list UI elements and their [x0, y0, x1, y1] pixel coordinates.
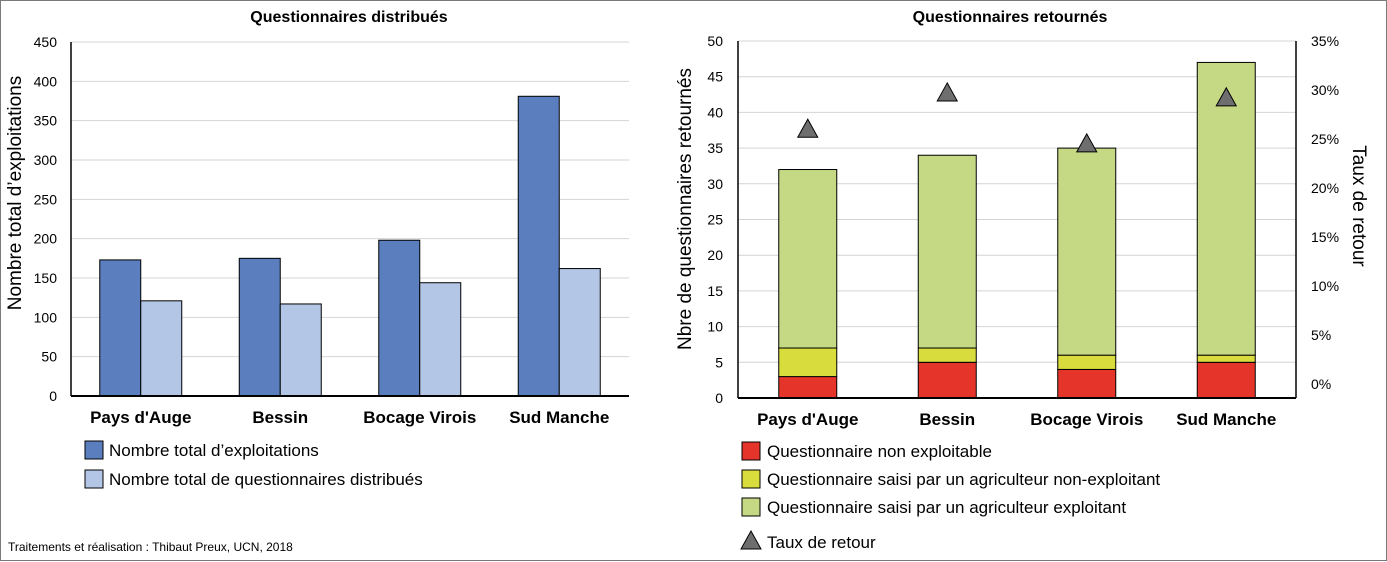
y-tick-label: 25 [707, 212, 723, 228]
chart-title: Questionnaires distribués [250, 9, 447, 26]
legend: Questionnaire non exploitable Questionnai… [740, 441, 1160, 552]
legend: Nombre total d’exploitations Nombre total… [84, 440, 423, 489]
axes [70, 42, 629, 397]
category-labels: Pays d'Auge Bessin Bocage Virois Sud Manche [90, 408, 609, 427]
category-labels: Pays d'Auge Bessin Bocage Virois Sud Manche [757, 410, 1276, 429]
rate-marker [1075, 132, 1098, 153]
bar-segment [778, 347, 838, 378]
y-tick-label: 0 [49, 388, 57, 404]
y-axis-label: Nbre de questionnaires retournés [675, 68, 696, 350]
legend-label: Questionnaire non exploitable [767, 442, 992, 461]
bar-segment [917, 347, 977, 363]
legend-label: Taux de retour [767, 533, 876, 552]
y-tick-labels: 0 5 10 15 20 25 30 35 40 45 50 [707, 33, 723, 406]
bar-segment [917, 154, 977, 349]
bar [378, 239, 421, 397]
legend-label: Nombre total de questionnaires distribué… [109, 470, 423, 489]
y2-tick-label: 30% [1311, 82, 1339, 98]
chart-title: Questionnaires retournés [913, 9, 1108, 26]
legend-swatch [741, 441, 761, 461]
y-tick-label: 350 [34, 113, 58, 129]
y-tick-label: 50 [41, 349, 57, 365]
y-tick-label: 450 [34, 34, 58, 50]
y-tick-label: 200 [34, 231, 58, 247]
rate-markers [796, 81, 1238, 153]
y2-tick-label: 15% [1311, 229, 1339, 245]
rate-marker [796, 118, 819, 138]
bar [558, 268, 601, 397]
y-tick-label: 15 [707, 283, 723, 299]
bar-segment [1057, 354, 1117, 370]
axes [737, 41, 1297, 399]
legend-swatch [84, 469, 104, 489]
y-tick-label: 35 [707, 140, 723, 156]
category-label: Pays d'Auge [90, 408, 191, 427]
legend-triangle-icon [740, 529, 762, 550]
bar [238, 257, 281, 397]
bar [517, 95, 560, 397]
y2-tick-label: 25% [1311, 131, 1339, 147]
bar [419, 282, 462, 397]
category-label: Sud Manche [509, 408, 609, 427]
y-tick-label: 400 [34, 73, 58, 89]
rate-marker [936, 81, 959, 102]
bar-segment [778, 376, 838, 399]
y2-tick-label: 5% [1311, 327, 1331, 343]
y-tick-label: 300 [34, 152, 58, 168]
y2-tick-label: 10% [1311, 278, 1339, 294]
bar [140, 300, 183, 397]
bar-segment [1196, 61, 1256, 356]
bar-segment [778, 169, 838, 349]
y2-axis-label: Taux de retour [1348, 145, 1369, 267]
category-label: Bessin [252, 408, 308, 427]
chart-returned: Questionnaires retournés 0 5 10 15 20 25 30 35 4… [675, 9, 1369, 552]
y2-tick-labels: 0% 5% 10% 15% 20% 25% 30% 35% [1311, 33, 1339, 392]
y-tick-label: 10 [707, 319, 723, 335]
category-label: Pays d'Auge [757, 410, 858, 429]
bar-segment [917, 361, 977, 399]
y-tick-label: 30 [707, 176, 723, 192]
legend-label: Questionnaire saisi par un agriculteur n… [767, 470, 1160, 489]
legend-swatch [84, 440, 104, 460]
bar-segment [1057, 368, 1117, 399]
category-label: Sud Manche [1176, 410, 1276, 429]
y-tick-label: 50 [707, 33, 723, 49]
y2-tick-label: 35% [1311, 33, 1339, 49]
category-label: Bocage Virois [363, 408, 476, 427]
y2-tick-label: 20% [1311, 180, 1339, 196]
rate-marker [1215, 86, 1238, 107]
legend-swatch [741, 469, 761, 489]
y-tick-label: 150 [34, 270, 58, 286]
stacked-bars [778, 61, 1256, 399]
bar-segment [1057, 147, 1117, 356]
category-label: Bocage Virois [1030, 410, 1143, 429]
y-tick-labels: 0 50 100 150 200 250 300 350 400 450 [34, 34, 58, 404]
y-tick-label: 250 [34, 191, 58, 207]
legend-label: Nombre total d’exploitations [109, 441, 319, 460]
credit-text: Traitements et réalisation : Thibaut Pre… [8, 540, 293, 554]
category-label: Bessin [919, 410, 975, 429]
y-tick-label: 40 [707, 104, 723, 120]
bar-segment [1196, 354, 1256, 363]
bar-segment [1196, 361, 1256, 399]
bar [279, 303, 322, 397]
y-tick-label: 100 [34, 309, 58, 325]
y-tick-label: 45 [707, 69, 723, 85]
chart-distributed: Questionnaires distribués 0 50 100 150 200 25… [5, 9, 629, 489]
bars [99, 95, 601, 397]
bar [99, 259, 142, 397]
legend-swatch [741, 497, 761, 517]
legend-label: Questionnaire saisi par un agriculteur e… [767, 498, 1126, 517]
y-tick-label: 20 [707, 247, 723, 263]
y-tick-label: 0 [715, 390, 723, 406]
y2-tick-label: 0% [1311, 376, 1331, 392]
y-axis-label: Nombre total d’exploitations [5, 76, 26, 310]
y-tick-label: 5 [715, 354, 723, 370]
